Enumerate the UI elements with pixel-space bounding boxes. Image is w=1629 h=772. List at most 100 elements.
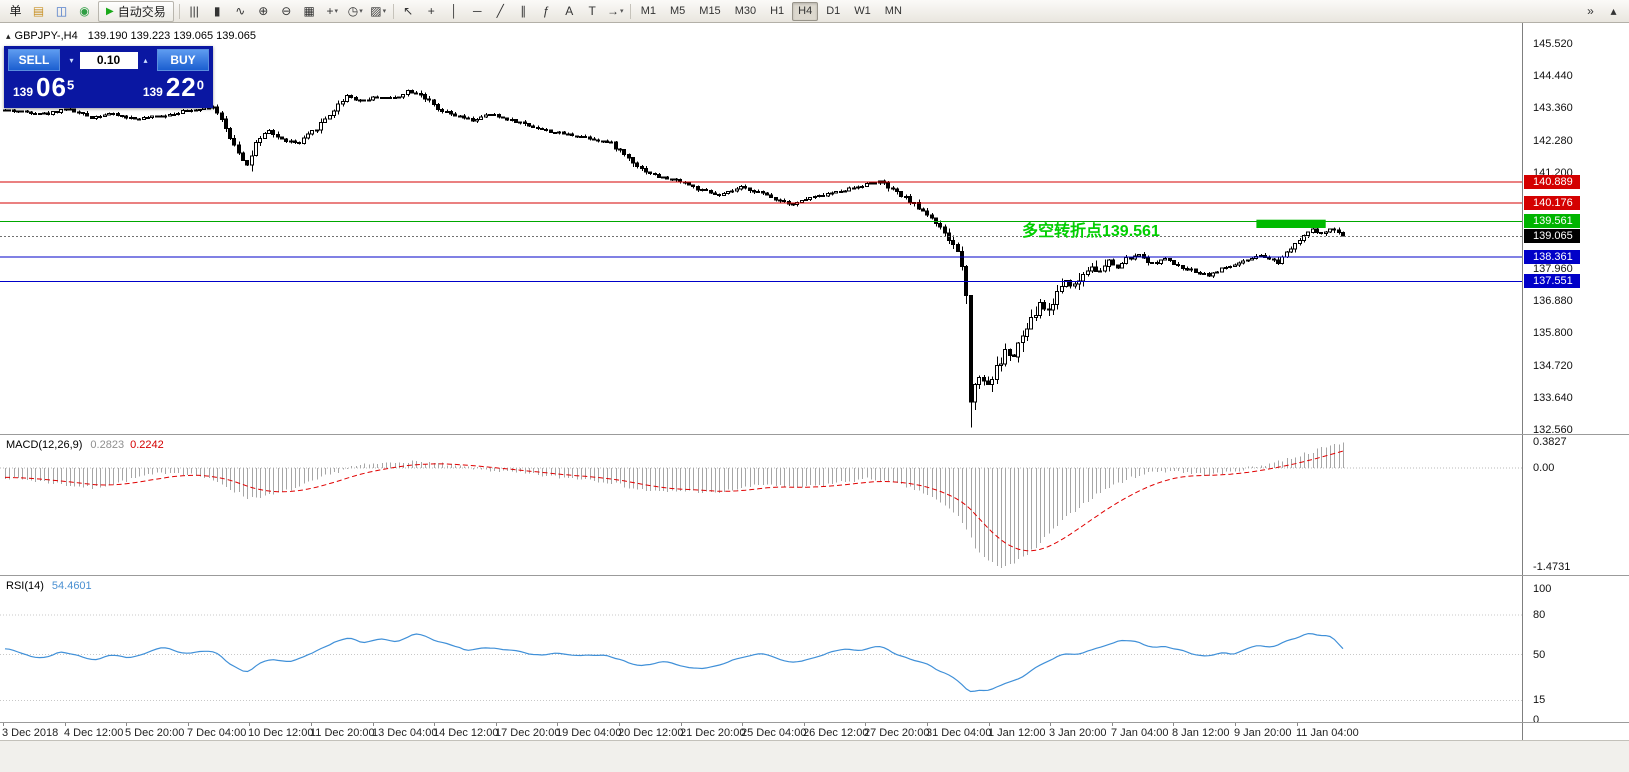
rsi-pane[interactable]: RSI(14) 54.4601 bbox=[0, 576, 1522, 722]
macd-pane[interactable]: MACD(12,26,9) 0.2823 0.2242 bbox=[0, 435, 1522, 575]
line-chart-icon: ∿ bbox=[235, 4, 246, 18]
trendline-icon[interactable]: ╱ bbox=[489, 1, 512, 22]
indicators-icon[interactable]: + ▾ bbox=[321, 1, 344, 22]
play-icon: ▶ bbox=[106, 5, 114, 17]
price-level-badge: 138.361 bbox=[1524, 250, 1580, 264]
price-tick: 135.800 bbox=[1533, 327, 1573, 339]
equidistant-channel-icon[interactable]: ∥ bbox=[512, 1, 535, 22]
price-axis[interactable]: 145.520 144.440 143.360 142.280 141.200 137.9… bbox=[1522, 23, 1629, 740]
time-axis-label: 7 Jan 04:00 bbox=[1111, 727, 1169, 739]
crosshair-icon[interactable]: + bbox=[420, 1, 443, 22]
time-axis-label: 17 Dec 20:00 bbox=[495, 727, 561, 739]
time-axis-label: 7 Dec 04:00 bbox=[187, 727, 247, 739]
time-tick bbox=[1112, 723, 1113, 726]
volume-up-button[interactable]: ▴ bbox=[143, 55, 148, 65]
scroll-up-icon: ▴ bbox=[1610, 4, 1617, 18]
panel-collapse-icon[interactable]: ▴ bbox=[6, 31, 11, 41]
time-tick bbox=[742, 723, 743, 726]
timeframe-d1-button[interactable]: D1 bbox=[826, 5, 841, 17]
scroll-up-icon[interactable]: ▴ bbox=[1602, 1, 1625, 22]
time-axis[interactable]: 3 Dec 2018 4 Dec 12:00 5 Dec 20:00 7 Dec 04… bbox=[0, 723, 1522, 740]
symbol-timeframe-label: GBPJPY-,H4 bbox=[14, 30, 78, 42]
new-order-icon[interactable]: 单 bbox=[4, 1, 27, 22]
toolbar-right-group: » ▴ bbox=[1579, 1, 1625, 22]
time-axis-label: 14 Dec 12:00 bbox=[433, 727, 499, 739]
toolbar-overflow-icon[interactable]: » bbox=[1579, 1, 1602, 22]
time-axis-label: 1 Jan 12:00 bbox=[988, 727, 1046, 739]
zoom-out-icon[interactable]: ⊖ bbox=[275, 1, 298, 22]
zoom-in-icon[interactable]: ⊕ bbox=[252, 1, 275, 22]
indicators-icon: + bbox=[326, 4, 334, 18]
candlestick-chart-icon[interactable]: ▮ bbox=[206, 1, 229, 22]
pane-resize-divider[interactable] bbox=[0, 434, 1629, 435]
time-axis-label: 3 Dec 2018 bbox=[2, 727, 59, 739]
time-axis-label: 20 Dec 12:00 bbox=[618, 727, 684, 739]
arrows-icon: → bbox=[606, 4, 619, 18]
rsi-axis-tick: 15 bbox=[1533, 694, 1546, 706]
main-chart-pane[interactable]: ▴ GBPJPY-,H4 139.190 139.223 139.065 139.0… bbox=[0, 23, 1522, 434]
sell-button[interactable]: SELL bbox=[8, 49, 60, 71]
pane-resize-divider[interactable] bbox=[0, 722, 1629, 723]
timeframe-m15-button[interactable]: M15 bbox=[699, 5, 721, 17]
macd-chart-canvas[interactable] bbox=[0, 435, 1522, 575]
horizontal-line-icon[interactable]: ─ bbox=[466, 1, 489, 22]
toolbar-separator bbox=[629, 3, 631, 19]
rsi-chart-canvas[interactable] bbox=[0, 576, 1522, 722]
time-tick bbox=[1297, 723, 1298, 726]
timeframe-m30-button[interactable]: M30 bbox=[734, 5, 757, 17]
chevron-down-icon: ▾ bbox=[359, 8, 363, 15]
price-level-badge: 139.065 bbox=[1524, 229, 1580, 243]
trendline-icon: ╱ bbox=[496, 4, 504, 18]
text-icon: A bbox=[565, 4, 574, 18]
ohlc-values: 139.190 139.223 139.065 139.065 bbox=[87, 30, 256, 42]
bar-chart-icon[interactable]: ||| bbox=[183, 1, 206, 22]
timeframe-m1-button[interactable]: M1 bbox=[640, 5, 656, 17]
price-tick: 132.560 bbox=[1533, 424, 1573, 436]
price-tick: 134.720 bbox=[1533, 360, 1573, 372]
price-level-badge: 140.889 bbox=[1524, 175, 1580, 189]
tile-windows-icon[interactable]: ▦ bbox=[298, 1, 321, 22]
timeframe-h1-button[interactable]: H1 bbox=[770, 5, 785, 17]
timeframe-h4-button[interactable]: H4 bbox=[792, 1, 819, 21]
line-chart-icon[interactable]: ∿ bbox=[229, 1, 252, 22]
periods-icon[interactable]: ◷ ▾ bbox=[344, 1, 367, 22]
time-tick bbox=[311, 723, 312, 726]
autotrading-button[interactable]: ▶ 自动交易 bbox=[98, 0, 174, 22]
time-tick bbox=[3, 723, 4, 726]
profiles-icon[interactable]: ◫ bbox=[50, 1, 73, 22]
volume-down-button[interactable]: ▾ bbox=[69, 55, 74, 65]
market-watch-icon[interactable]: ◉ bbox=[73, 1, 96, 22]
pane-resize-divider[interactable] bbox=[0, 575, 1629, 576]
cursor-icon[interactable]: ↖ bbox=[397, 1, 420, 22]
time-tick bbox=[681, 723, 682, 726]
buy-button[interactable]: BUY bbox=[157, 49, 209, 71]
candlestick-chart-canvas[interactable] bbox=[0, 23, 1522, 434]
timeframe-m5-button[interactable]: M5 bbox=[670, 5, 686, 17]
zoom-in-icon: ⊕ bbox=[258, 4, 269, 18]
text-label-icon[interactable]: T bbox=[581, 1, 604, 22]
time-tick bbox=[496, 723, 497, 726]
rsi-indicator-label: RSI(14) 54.4601 bbox=[6, 580, 92, 592]
templates-icon[interactable]: ▨ ▾ bbox=[367, 1, 390, 22]
text-label-icon: T bbox=[588, 4, 596, 18]
macd-indicator-label: MACD(12,26,9) 0.2823 0.2242 bbox=[6, 439, 164, 451]
price-tick: 136.880 bbox=[1533, 295, 1573, 307]
time-axis-label: 21 Dec 20:00 bbox=[680, 727, 746, 739]
text-icon[interactable]: A bbox=[558, 1, 581, 22]
time-axis-label: 31 Dec 04:00 bbox=[926, 727, 992, 739]
bar-chart-icon: ||| bbox=[189, 4, 199, 18]
toolbar-overflow-icon: » bbox=[1587, 4, 1594, 18]
horizontal-line-icon: ─ bbox=[472, 4, 482, 18]
volume-input[interactable]: 0.10 bbox=[79, 51, 138, 69]
timeframe-w1-button[interactable]: W1 bbox=[854, 5, 871, 17]
timeframe-mn-button[interactable]: MN bbox=[884, 5, 902, 17]
time-axis-label: 3 Jan 20:00 bbox=[1049, 727, 1107, 739]
charts-icon[interactable]: ▤ bbox=[27, 1, 50, 22]
fibonacci-icon[interactable]: ƒ bbox=[535, 1, 558, 22]
vertical-line-icon[interactable]: │ bbox=[443, 1, 466, 22]
arrows-icon[interactable]: → ▾ bbox=[604, 1, 627, 22]
price-tick: 145.520 bbox=[1533, 38, 1573, 50]
status-strip bbox=[0, 740, 1629, 772]
macd-axis-tick: -1.4731 bbox=[1533, 561, 1571, 573]
